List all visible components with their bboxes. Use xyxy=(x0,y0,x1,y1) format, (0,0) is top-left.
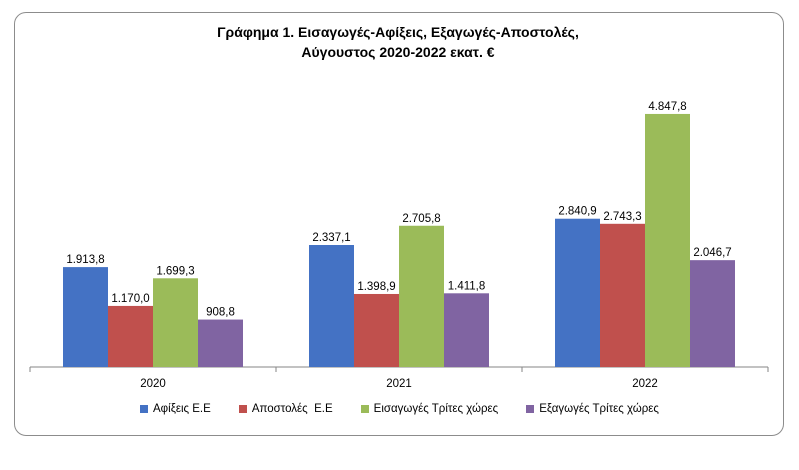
category-label-2022: 2022 xyxy=(632,378,658,390)
chart-title-line-1: Γράφημα 1. Εισαγωγές-Αφίξεις, Εξαγωγές-Α… xyxy=(217,24,579,40)
bar-2021-series-4 xyxy=(444,293,489,367)
legend-swatch-3 xyxy=(360,405,369,413)
legend-item-4: Εξαγωγές Τρίτες χώρες xyxy=(526,403,659,415)
legend-label-3: Εισαγωγές Τρίτες χώρες xyxy=(373,403,499,415)
data-label-2020-series-2: 1.170,0 xyxy=(111,293,149,305)
data-label-2022-series-4: 2.046,7 xyxy=(693,247,731,259)
data-label-2022-series-1: 2.840,9 xyxy=(558,206,596,218)
chart-title: Γράφημα 1. Εισαγωγές-Αφίξεις, Εξαγωγές-Α… xyxy=(14,22,782,62)
data-label-2021-series-4: 1.411,8 xyxy=(448,280,486,292)
bar-2022-series-1 xyxy=(555,218,600,367)
data-label-2021-series-3: 2.705,8 xyxy=(402,213,440,225)
bar-2022-series-2 xyxy=(600,223,645,367)
bar-2021-series-1 xyxy=(309,245,354,367)
bar-2021-series-2 xyxy=(354,293,399,367)
legend-item-3: Εισαγωγές Τρίτες χώρες xyxy=(360,403,499,415)
legend-swatch-4 xyxy=(526,405,535,413)
legend-item-1: Αφίξεις Ε.Ε xyxy=(140,403,211,415)
data-label-2022-series-2: 2.743,3 xyxy=(603,211,641,223)
legend-label-4: Εξαγωγές Τρίτες χώρες xyxy=(539,403,659,415)
bar-2021-series-3 xyxy=(399,225,444,367)
bar-2020-series-4 xyxy=(198,319,243,367)
legend-swatch-2 xyxy=(238,405,247,413)
chart-title-line-2: Αύγουστος 2020-2022 εκατ. € xyxy=(301,44,495,60)
data-label-2020-series-1: 1.913,8 xyxy=(66,254,104,266)
chart-legend: Αφίξεις Ε.Ε Αποστολές Ε.Ε Εισαγωγές Τρίτ… xyxy=(0,403,799,415)
bar-2020-series-1 xyxy=(63,267,108,367)
data-label-2022-series-3: 4.847,8 xyxy=(648,101,686,113)
legend-label-1: Αφίξεις Ε.Ε xyxy=(153,403,211,415)
category-label-2021: 2021 xyxy=(386,378,412,390)
category-label-2020: 2020 xyxy=(140,378,166,390)
bar-2020-series-2 xyxy=(108,305,153,367)
bar-2020-series-3 xyxy=(153,278,198,367)
legend-label-2: Αποστολές Ε.Ε xyxy=(251,403,333,415)
data-label-2020-series-3: 1.699,3 xyxy=(156,265,194,277)
legend-item-2: Αποστολές Ε.Ε xyxy=(238,403,333,415)
data-label-2020-series-4: 908,8 xyxy=(206,307,235,319)
data-label-2021-series-1: 2.337,1 xyxy=(312,232,350,244)
data-label-2021-series-2: 1.398,9 xyxy=(357,281,395,293)
bar-2022-series-3 xyxy=(645,113,690,367)
bar-2022-series-4 xyxy=(690,260,735,367)
legend-swatch-1 xyxy=(140,405,149,413)
